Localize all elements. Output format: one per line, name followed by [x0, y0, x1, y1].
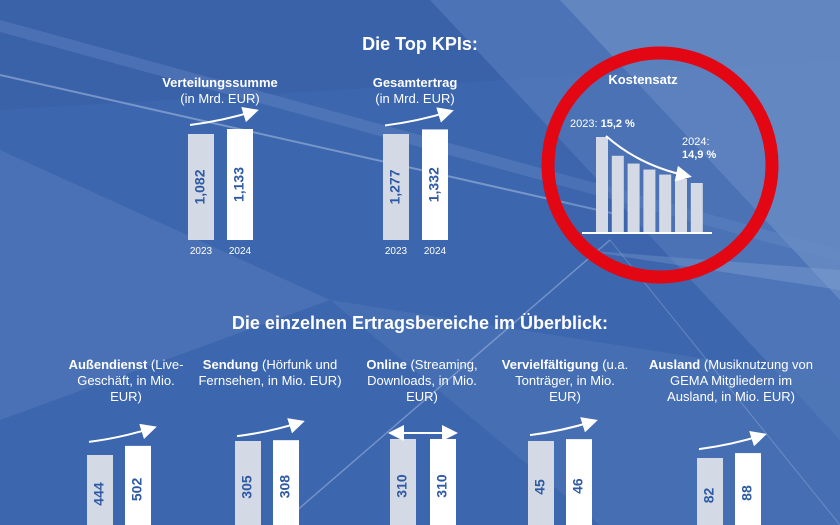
bar-verteilungssumme-0 — [188, 134, 214, 240]
value-label-online-1: 310 — [434, 474, 450, 498]
segment-aussendienst-desc: (Live-Geschäft, in Mio. EUR) — [77, 357, 184, 404]
kostensatz-label-2024-prefix: 2024: — [682, 136, 710, 148]
year-label-verteilungssumme-0: 2023 — [190, 246, 213, 257]
kostensatz-2023-value: 15,2 % — [601, 118, 635, 130]
kpi-verteilung-title: Verteilungssumme (in Mrd. EUR) — [140, 75, 300, 107]
bar-online-0 — [390, 439, 416, 525]
growth-arrow-aussendienst — [88, 423, 157, 443]
bar-gesamtertrag-0 — [383, 134, 409, 240]
kostensatz-bar-3 — [643, 169, 656, 233]
bar-verteilungssumme-1 — [227, 129, 253, 240]
segment-ausland-desc: (Musiknutzung von GEMA Mitgliedern im Au… — [667, 357, 814, 404]
segment-ausland-title: Ausland (Musiknutzung von GEMA Mitgliede… — [646, 357, 816, 405]
value-label-online-0: 310 — [394, 474, 410, 498]
growth-arrow-sendung — [236, 418, 305, 438]
kostensatz-title: Kostensatz — [608, 72, 678, 87]
bar-sendung-1 — [273, 440, 299, 525]
kpi-gesamtertrag-title: Gesamtertrag (in Mrd. EUR) — [335, 75, 495, 107]
segment-vervielfaeltigung-desc: (u.a. Tonträger, in Mio. EUR) — [515, 357, 629, 404]
growth-arrow-verteilungssumme — [189, 106, 259, 126]
kostensatz-bar-2 — [627, 163, 640, 233]
value-label-verteilungssumme-1: 1,133 — [231, 167, 247, 202]
value-label-aussendienst-1: 502 — [129, 478, 145, 502]
kostensatz-bar-0 — [596, 137, 608, 233]
value-label-sendung-1: 308 — [277, 475, 293, 499]
value-label-gesamtertrag-0: 1,277 — [387, 169, 403, 204]
bar-ausland-0 — [697, 458, 723, 525]
kostensatz-trend-arrow — [605, 135, 692, 182]
segment-aussendienst-title: Außendienst (Live-Geschäft, in Mio. EUR) — [62, 357, 190, 405]
kpi-verteilung-name: Verteilungssumme — [162, 75, 278, 90]
bar-ausland-1 — [735, 453, 761, 525]
segment-sendung-title: Sendung (Hörfunk und Fernsehen, in Mio. … — [194, 357, 346, 389]
bar-sendung-0 — [235, 441, 261, 525]
segment-aussendienst-name: Außendienst — [68, 357, 148, 372]
kpi-gesamtertrag-name: Gesamtertrag — [372, 75, 458, 90]
bar-gesamtertrag-1 — [422, 129, 448, 240]
bar-online-1 — [430, 439, 456, 525]
segment-vervielfaeltigung-title: Vervielfältigung (u.a. Tonträger, in Mio… — [498, 357, 632, 405]
segments-heading: Die einzelnen Ertragsbereiche im Überbli… — [231, 313, 609, 333]
kostensatz-label-2024-value: 14,9 % — [682, 149, 716, 161]
kostensatz-label-2023: 2023: 15,2 % — [570, 118, 635, 130]
segment-sendung-desc: (Hörfunk und Fernsehen, in Mio. EUR) — [198, 357, 342, 388]
growth-arrow-vervielfaeltigung — [529, 417, 598, 437]
bar-aussendienst-1 — [125, 445, 151, 525]
growth-arrow-ausland — [698, 431, 767, 451]
year-label-gesamtertrag-1: 2024 — [424, 246, 447, 257]
kpi-verteilung-unit: (in Mrd. EUR) — [180, 91, 260, 106]
growth-arrow-gesamtertrag — [384, 107, 454, 127]
kostensatz-bar-1 — [611, 155, 624, 233]
value-label-sendung-0: 305 — [239, 475, 255, 499]
bar-aussendienst-0 — [87, 455, 113, 525]
year-label-verteilungssumme-1: 2024 — [229, 246, 252, 257]
kostensatz-bar-5 — [675, 178, 687, 233]
segment-vervielfaeltigung-name: Vervielfältigung — [501, 357, 599, 372]
value-label-ausland-0: 82 — [701, 488, 717, 504]
value-label-gesamtertrag-1: 1,332 — [426, 167, 442, 202]
segment-ausland-name: Ausland — [648, 357, 701, 372]
kostensatz-bar-6 — [690, 183, 703, 233]
top-kpis-heading: Die Top KPIs: — [362, 34, 478, 54]
bar-vervielfaeltigung-1 — [566, 439, 592, 525]
bar-vervielfaeltigung-0 — [528, 441, 554, 525]
value-label-vervielfaeltigung-0: 45 — [532, 479, 548, 495]
segment-online-title: Online (Streaming, Downloads, in Mio. EU… — [352, 357, 492, 405]
kostensatz-ring — [541, 46, 779, 284]
segment-online-desc: (Streaming, Downloads, in Mio. EUR) — [367, 357, 478, 404]
value-label-verteilungssumme-0: 1,082 — [192, 169, 208, 204]
kostensatz-2023-prefix: 2023: — [570, 118, 601, 130]
value-label-ausland-1: 88 — [739, 485, 755, 501]
segment-online-name: Online — [366, 357, 407, 372]
year-label-gesamtertrag-0: 2023 — [385, 246, 408, 257]
kpi-gesamtertrag-unit: (in Mrd. EUR) — [375, 91, 455, 106]
value-label-vervielfaeltigung-1: 46 — [570, 478, 586, 494]
segment-sendung-name: Sendung — [202, 357, 259, 372]
value-label-aussendienst-0: 444 — [91, 482, 107, 506]
kostensatz-bar-4 — [659, 174, 672, 233]
